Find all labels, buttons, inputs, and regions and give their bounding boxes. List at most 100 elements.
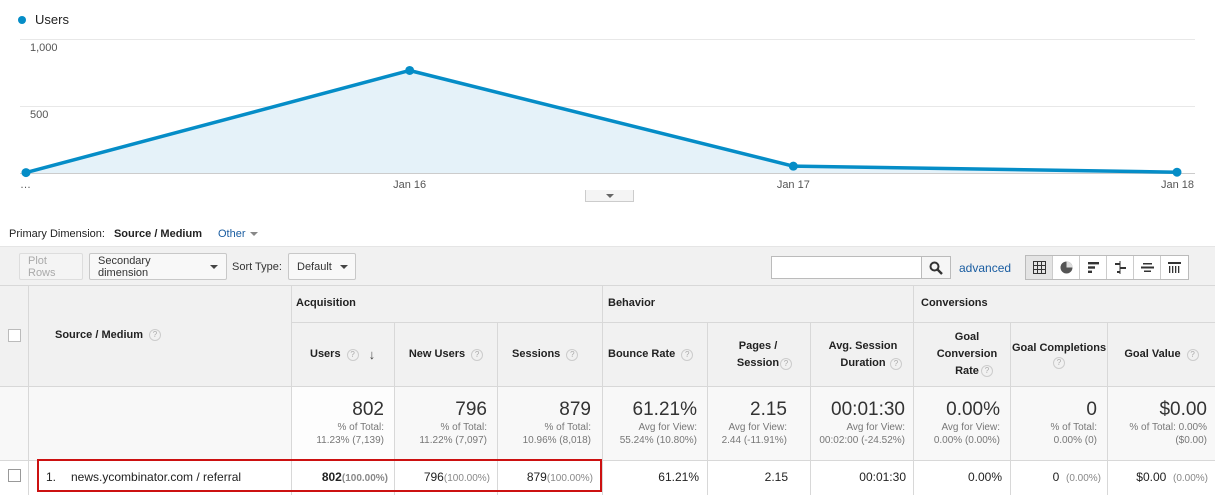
total-new-users: 796 % of Total: 11.22% (7,097) [395, 399, 487, 447]
col-header-bounce-rate[interactable]: Bounce Rate? [603, 323, 707, 386]
group-acquisition: Acquisition [296, 297, 356, 309]
col-header-goal-conversion-rate[interactable]: Goal Conversion Rate? [914, 323, 1010, 386]
bar-view-button[interactable] [1080, 256, 1107, 279]
row-users: 802(100.00%) [292, 470, 388, 484]
row-new-users: 796(100.00%) [395, 470, 490, 484]
help-icon[interactable]: ? [981, 364, 993, 377]
dimension-header-label: Source / Medium [55, 329, 144, 341]
sorted-column-bg [292, 386, 394, 460]
row-goal-conversion-rate: 0.00% [967, 470, 1002, 484]
col-header-sessions-label: Sessions [512, 348, 561, 360]
total-value: 00:01:30 [831, 399, 905, 420]
comparison-view-button[interactable] [1107, 256, 1134, 279]
total-sub: 11.22% (7,097) [419, 435, 487, 446]
grid-line [292, 322, 1215, 323]
row-sessions-pct: (100.00%) [546, 473, 593, 484]
col-header-avg-session-duration[interactable]: Avg. Session Duration? [811, 323, 913, 386]
col-header-goal-completions[interactable]: Goal Completions? [1011, 323, 1107, 386]
chart-expand-handle[interactable] [585, 190, 634, 202]
table-header-bg [0, 285, 1215, 386]
total-sub: % of Total: 0.00% [1129, 422, 1207, 433]
table-search-input[interactable] [771, 256, 922, 279]
total-sub: 2.44 (-11.91%) [721, 435, 787, 446]
plot-rows-button[interactable]: Plot Rows [19, 253, 83, 280]
row-source-medium-link[interactable]: news.ycombinator.com / referral [71, 470, 242, 484]
row-goal-completions-value: 0 [1052, 470, 1060, 484]
help-icon[interactable]: ? [890, 357, 902, 370]
total-goal-conversion-rate: 0.00% Avg for View: 0.00% (0.00%) [914, 399, 1000, 447]
advanced-search-link[interactable]: advanced [959, 261, 1012, 275]
plot-rows-label: Plot Rows [28, 254, 56, 279]
total-value: $0.00 [1159, 399, 1207, 420]
col-header-avg-session-duration-label: Avg. Session Duration [828, 339, 898, 369]
row-users-pct: (100.00%) [341, 473, 388, 484]
grid-line [913, 285, 914, 495]
row-goal-completions-pct: (0.00%) [1065, 473, 1101, 484]
help-icon[interactable]: ? [1053, 357, 1065, 369]
help-icon[interactable]: ? [471, 348, 484, 361]
total-value: 61.21% [632, 399, 697, 420]
primary-dimension-current[interactable]: Source / Medium [113, 228, 202, 240]
total-sub: Avg for View: [638, 422, 697, 433]
row-goal-value: $0.00 (0.00%) [1108, 470, 1208, 484]
sort-descending-icon: ↓ [368, 347, 376, 362]
total-sub: Avg for View: [846, 422, 905, 433]
total-sub: 11.23% (7,139) [316, 435, 384, 446]
other-label: Other [218, 228, 246, 240]
table-view-button[interactable] [1026, 256, 1053, 279]
help-icon[interactable]: ? [1186, 348, 1199, 361]
view-switcher [1025, 255, 1189, 280]
term-cloud-view-button[interactable] [1134, 256, 1161, 279]
total-goal-value: $0.00 % of Total: 0.00% ($0.00) [1108, 399, 1207, 447]
row-new-users-pct: (100.00%) [443, 473, 490, 484]
search-button[interactable] [921, 256, 951, 279]
total-value: 879 [559, 399, 591, 420]
chevron-down-icon [249, 232, 258, 236]
row-bg [0, 460, 1215, 495]
col-header-pages-session[interactable]: Pages / Session? [708, 323, 810, 386]
row-sessions: 879(100.00%) [498, 470, 593, 484]
total-sub: % of Total: [440, 422, 487, 433]
grid-line [602, 285, 603, 495]
col-header-new-users[interactable]: New Users? [395, 323, 497, 386]
total-sub: 0.00% (0.00%) [933, 435, 1000, 446]
data-point [788, 161, 798, 171]
total-sub: % of Total: [544, 422, 591, 433]
col-header-bounce-rate-label: Bounce Rate [608, 348, 676, 360]
total-sub: Avg for View: [941, 422, 1000, 433]
sort-type-dropdown[interactable]: Default [288, 253, 356, 280]
total-pages-session: 2.15 Avg for View: 2.44 (-11.91%) [708, 399, 787, 447]
help-icon[interactable]: ? [780, 357, 792, 370]
help-icon[interactable]: ? [149, 329, 162, 342]
data-point [21, 168, 31, 178]
help-icon[interactable]: ? [681, 348, 694, 361]
chevron-down-icon [339, 264, 348, 269]
total-sub: ($0.00) [1175, 435, 1207, 446]
data-point [405, 65, 415, 75]
grid-line [1010, 322, 1011, 495]
comparison-view-icon [1114, 261, 1126, 274]
term-cloud-view-icon [1140, 263, 1154, 272]
secondary-dimension-dropdown[interactable]: Secondary dimension [89, 253, 227, 280]
total-sub: 0.00% (0) [1053, 435, 1097, 446]
series-area-users [26, 70, 1177, 173]
help-icon[interactable]: ? [346, 348, 359, 361]
row-pages-session: 2.15 [764, 470, 788, 484]
pivot-view-button[interactable] [1161, 256, 1188, 279]
col-header-goal-value[interactable]: Goal Value? [1108, 323, 1215, 386]
primary-dimension-other[interactable]: Other [218, 228, 258, 240]
grid-line [1107, 322, 1108, 495]
x-tick-label: Jan 18 [1161, 179, 1194, 191]
col-header-sessions[interactable]: Sessions? [498, 323, 602, 386]
col-header-users[interactable]: Users? ↓ [292, 323, 394, 386]
select-all-checkbox[interactable] [8, 329, 21, 342]
dimension-header[interactable]: Source / Medium? [55, 329, 162, 342]
pie-view-button[interactable] [1053, 256, 1080, 279]
row-checkbox[interactable] [8, 469, 21, 482]
col-header-goal-completions-label: Goal Completions [1011, 342, 1107, 354]
help-icon[interactable]: ? [566, 348, 579, 361]
total-value: 2.15 [750, 399, 787, 420]
grid-line [291, 285, 292, 495]
bar-view-icon [1087, 262, 1099, 273]
table-row: 1. [46, 470, 56, 484]
